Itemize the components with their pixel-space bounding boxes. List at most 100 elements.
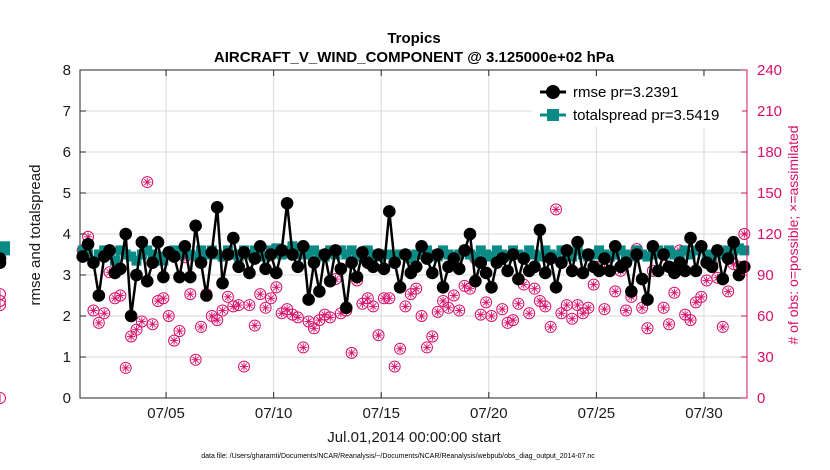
rmse-point xyxy=(114,262,127,276)
obs-count-marker xyxy=(619,304,632,317)
obs-count-marker xyxy=(243,299,256,312)
totalspread-point xyxy=(475,245,486,256)
obs-count-marker xyxy=(700,274,713,287)
x-tick-label: 07/15 xyxy=(362,405,400,422)
totalspread-point xyxy=(739,245,750,256)
rmse-point xyxy=(528,260,541,274)
rmse-point xyxy=(431,248,445,261)
rmse-point xyxy=(544,252,557,265)
obs-count-marker xyxy=(512,297,525,310)
rmse-point xyxy=(210,201,224,214)
rmse-point xyxy=(151,235,165,249)
obs-count-marker xyxy=(507,314,520,327)
rmse-point xyxy=(501,264,514,278)
obs-count-marker xyxy=(297,341,310,354)
rmse-point xyxy=(372,248,385,261)
chart-subtitle: AIRCRAFT_V_WIND_COMPONENT @ 3.125000e+02… xyxy=(214,49,615,66)
rmse-point xyxy=(270,266,283,280)
obs-count-marker xyxy=(447,289,460,302)
obs-count-marker xyxy=(184,288,197,301)
totalspread-point xyxy=(464,249,475,260)
obs-count-marker xyxy=(0,294,6,307)
rmse-point xyxy=(630,248,644,261)
obs-count-marker xyxy=(474,308,487,321)
y-right-tick-label: 90 xyxy=(757,267,774,284)
rmse-point xyxy=(625,285,638,298)
totalspread-point xyxy=(416,249,427,260)
legend-box xyxy=(532,77,742,127)
rmse-point xyxy=(474,256,488,270)
obs-count-marker xyxy=(431,305,444,318)
totalspread-point xyxy=(470,251,481,262)
totalspread-point xyxy=(615,245,626,256)
totalspread-point xyxy=(491,245,502,256)
obs-count-marker xyxy=(221,290,234,303)
obs-count-marker xyxy=(372,329,385,342)
obs-count-marker xyxy=(119,361,132,374)
totalspread-point xyxy=(115,245,126,256)
totalspread-point xyxy=(142,245,153,256)
totalspread-point xyxy=(303,249,314,260)
rmse-point xyxy=(598,252,611,265)
obs-count-marker xyxy=(367,300,380,313)
rmse-point xyxy=(549,281,563,294)
obs-count-marker xyxy=(523,307,536,320)
rmse-point xyxy=(205,246,219,259)
rmse-point xyxy=(463,227,477,241)
totalspread-point xyxy=(405,253,416,264)
totalspread-point xyxy=(534,251,545,262)
rmse-point xyxy=(130,268,143,282)
rmse-point xyxy=(264,248,278,261)
y-axis-right-label: # of obs: o=possible; ×=assimilated xyxy=(785,125,801,344)
rmse-point xyxy=(646,240,660,253)
rmse-point xyxy=(560,244,574,257)
obs-count-marker xyxy=(722,285,735,298)
totalspread-point xyxy=(131,255,142,266)
y-tick-label: 2 xyxy=(63,308,71,325)
y-tick-label: 8 xyxy=(63,62,71,79)
rmse-point xyxy=(183,270,197,284)
rmse-point xyxy=(334,262,348,276)
obs-count-marker xyxy=(641,322,654,335)
rmse-point xyxy=(668,266,681,280)
obs-count-marker xyxy=(125,330,138,343)
legend-spread-marker xyxy=(547,109,559,121)
y-right-tick-label: 240 xyxy=(757,62,782,79)
totalspread-point xyxy=(126,251,137,262)
obs-count-marker xyxy=(566,312,579,325)
totalspread-point xyxy=(0,241,10,252)
obs-count-marker xyxy=(544,320,557,333)
obs-count-marker xyxy=(264,292,277,305)
totalspread-point xyxy=(346,245,357,256)
obs-count-marker xyxy=(92,316,105,329)
y-right-tick-label: 120 xyxy=(757,226,782,243)
rmse-point xyxy=(582,248,595,261)
rmse-point xyxy=(253,240,267,253)
obs-count-marker xyxy=(248,319,261,332)
rmse-point xyxy=(452,262,466,276)
totalspread-point xyxy=(653,245,664,256)
rmse-point xyxy=(124,309,138,323)
rmse-point xyxy=(506,248,520,261)
rmse-point xyxy=(92,289,106,302)
obs-count-marker xyxy=(695,290,708,303)
obs-count-marker xyxy=(426,330,439,343)
rmse-point xyxy=(538,266,552,280)
rmse-point xyxy=(216,276,229,290)
rmse-point xyxy=(399,248,412,261)
rmse-point xyxy=(705,260,719,274)
y-tick-label: 3 xyxy=(63,267,71,284)
rmse-point xyxy=(533,223,547,237)
rmse-point xyxy=(721,252,735,265)
rmse-point xyxy=(377,262,391,276)
rmse-point xyxy=(651,264,665,278)
totalspread-point xyxy=(411,249,422,260)
obs-count-marker xyxy=(410,282,423,295)
obs-count-marker xyxy=(388,360,401,373)
obs-count-marker xyxy=(420,341,433,354)
rmse-point xyxy=(323,274,337,288)
obs-count-marker xyxy=(399,300,412,313)
totalspread-point xyxy=(723,245,734,256)
rmse-point xyxy=(512,272,525,286)
